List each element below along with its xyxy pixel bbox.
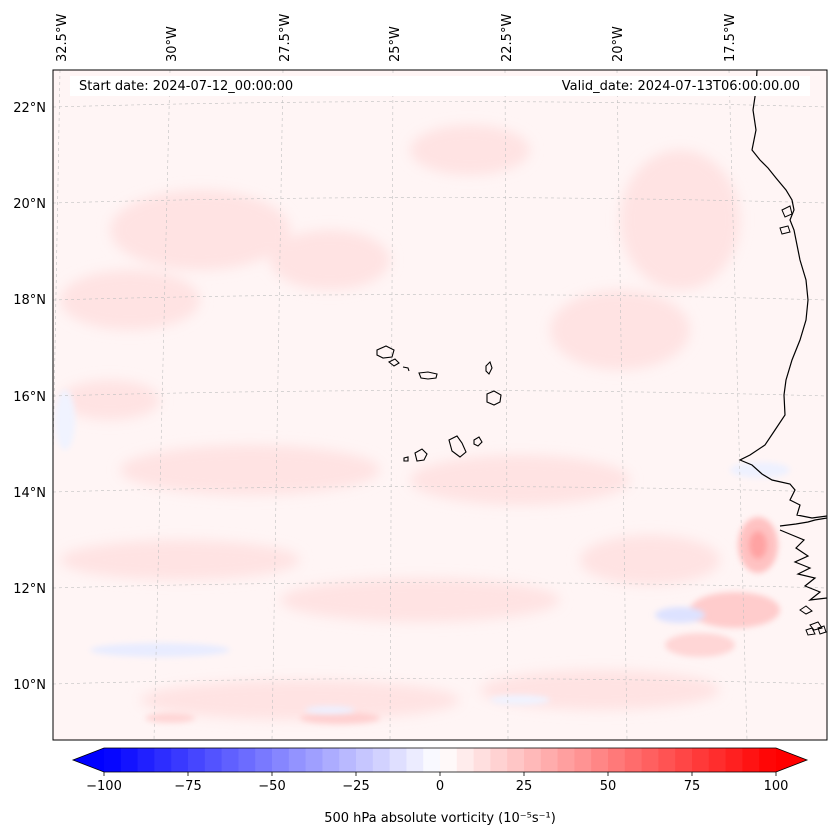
- colorbar-segment: [675, 748, 693, 772]
- lon-label: 27.5°W: [278, 14, 293, 62]
- colorbar-tick-label: 25: [516, 779, 533, 794]
- lon-label: 22.5°W: [500, 14, 515, 62]
- colorbar-segment: [591, 748, 609, 772]
- colorbar-segment: [759, 748, 777, 772]
- colorbar-segment: [171, 748, 189, 772]
- colorbar-segment: [238, 748, 256, 772]
- lat-label: 18°N: [13, 293, 46, 308]
- cape-verde-islands: [376, 345, 502, 462]
- colorbar-ticks: −100 −75 −50 −25 0 25 50 75 100: [86, 772, 788, 794]
- lat-label: 12°N: [13, 582, 46, 597]
- colorbar-segment: [204, 748, 222, 772]
- colorbar-segment: [322, 748, 340, 772]
- lat-label: 20°N: [13, 197, 46, 212]
- lon-label: 20°W: [611, 26, 626, 62]
- colorbar-segment: [154, 748, 172, 772]
- lat-label: 22°N: [13, 101, 46, 116]
- colorbar-segment: [507, 748, 525, 772]
- colorbar-tick-label: 50: [600, 779, 617, 794]
- colorbar-segment: [692, 748, 710, 772]
- colorbar-segment: [104, 748, 122, 772]
- colorbar-segment: [742, 748, 760, 772]
- longitude-labels: 32.5°W 30°W 27.5°W 25°W 22.5°W 20°W 17.5…: [55, 14, 738, 62]
- colorbar-segment: [120, 748, 138, 772]
- lon-label: 25°W: [388, 26, 403, 62]
- lat-label: 14°N: [13, 486, 46, 501]
- field-light-blue-areas: [55, 390, 790, 714]
- colorbar-segment: [406, 748, 424, 772]
- bissagos-islands: [799, 605, 827, 636]
- colorbar-tick-label: −75: [174, 779, 201, 794]
- lon-label: 30°W: [165, 26, 180, 62]
- colorbar-segment: [137, 748, 155, 772]
- header-strip: [70, 76, 810, 96]
- colorbar-segment: [557, 748, 575, 772]
- colorbar-segment: [188, 748, 206, 772]
- colorbar-segment: [540, 748, 558, 772]
- field-strong-red-areas: [145, 517, 780, 724]
- latitude-labels: 22°N 20°N 18°N 16°N 14°N 12°N 10°N: [13, 101, 46, 693]
- colorbar-tick-label: −100: [86, 779, 122, 794]
- colorbar-segment: [708, 748, 726, 772]
- colorbar-label: 500 hPa absolute vorticity (10⁻⁵s⁻¹): [324, 811, 556, 826]
- colorbar-segment: [372, 748, 390, 772]
- colorbar-tick-label: −25: [342, 779, 369, 794]
- colorbar-segment: [221, 748, 239, 772]
- colorbar-segment: [288, 748, 306, 772]
- colorbar-segments: [104, 748, 777, 772]
- colorbar-segment: [608, 748, 626, 772]
- lat-label: 10°N: [13, 678, 46, 693]
- colorbar-segment: [658, 748, 676, 772]
- lon-label: 32.5°W: [55, 14, 70, 62]
- colorbar-segment: [473, 748, 491, 772]
- colorbar-tick-label: 0: [436, 779, 444, 794]
- colorbar-tick-label: 75: [684, 779, 701, 794]
- valid-date-label: Valid_date: 2024-07-13T06:00:00.00: [562, 79, 800, 94]
- colorbar: −100 −75 −50 −25 0 25 50 75 100 500 hPa absolute…: [71, 747, 809, 826]
- colorbar-segment: [356, 748, 374, 772]
- colorbar-segment: [305, 748, 323, 772]
- colorbar-segment: [423, 748, 441, 772]
- colorbar-segment: [725, 748, 743, 772]
- colorbar-segment: [490, 748, 508, 772]
- colorbar-segment: [272, 748, 290, 772]
- colorbar-max-extension: [776, 748, 807, 772]
- colorbar-segment: [255, 748, 273, 772]
- colorbar-segment: [641, 748, 659, 772]
- colorbar-segment: [456, 748, 474, 772]
- lon-label: 17.5°W: [723, 14, 738, 62]
- graticule: [53, 70, 827, 740]
- colorbar-segment: [624, 748, 642, 772]
- colorbar-min-extension: [73, 748, 104, 772]
- lat-label: 16°N: [13, 390, 46, 405]
- guinea-coastline: [779, 517, 827, 601]
- colorbar-tick-label: −50: [258, 779, 285, 794]
- africa-coastline: [738, 70, 827, 519]
- colorbar-tick-label: 100: [764, 779, 789, 794]
- vorticity-field: [53, 70, 827, 740]
- canary-islands: [779, 205, 793, 235]
- start-date-label: Start date: 2024-07-12_00:00:00: [79, 79, 293, 94]
- colorbar-segment: [389, 748, 407, 772]
- colorbar-segment: [440, 748, 458, 772]
- colorbar-segment: [524, 748, 542, 772]
- colorbar-segment: [574, 748, 592, 772]
- colorbar-segment: [339, 748, 357, 772]
- field-light-red-areas: [60, 125, 740, 720]
- map-frame: [52, 69, 828, 741]
